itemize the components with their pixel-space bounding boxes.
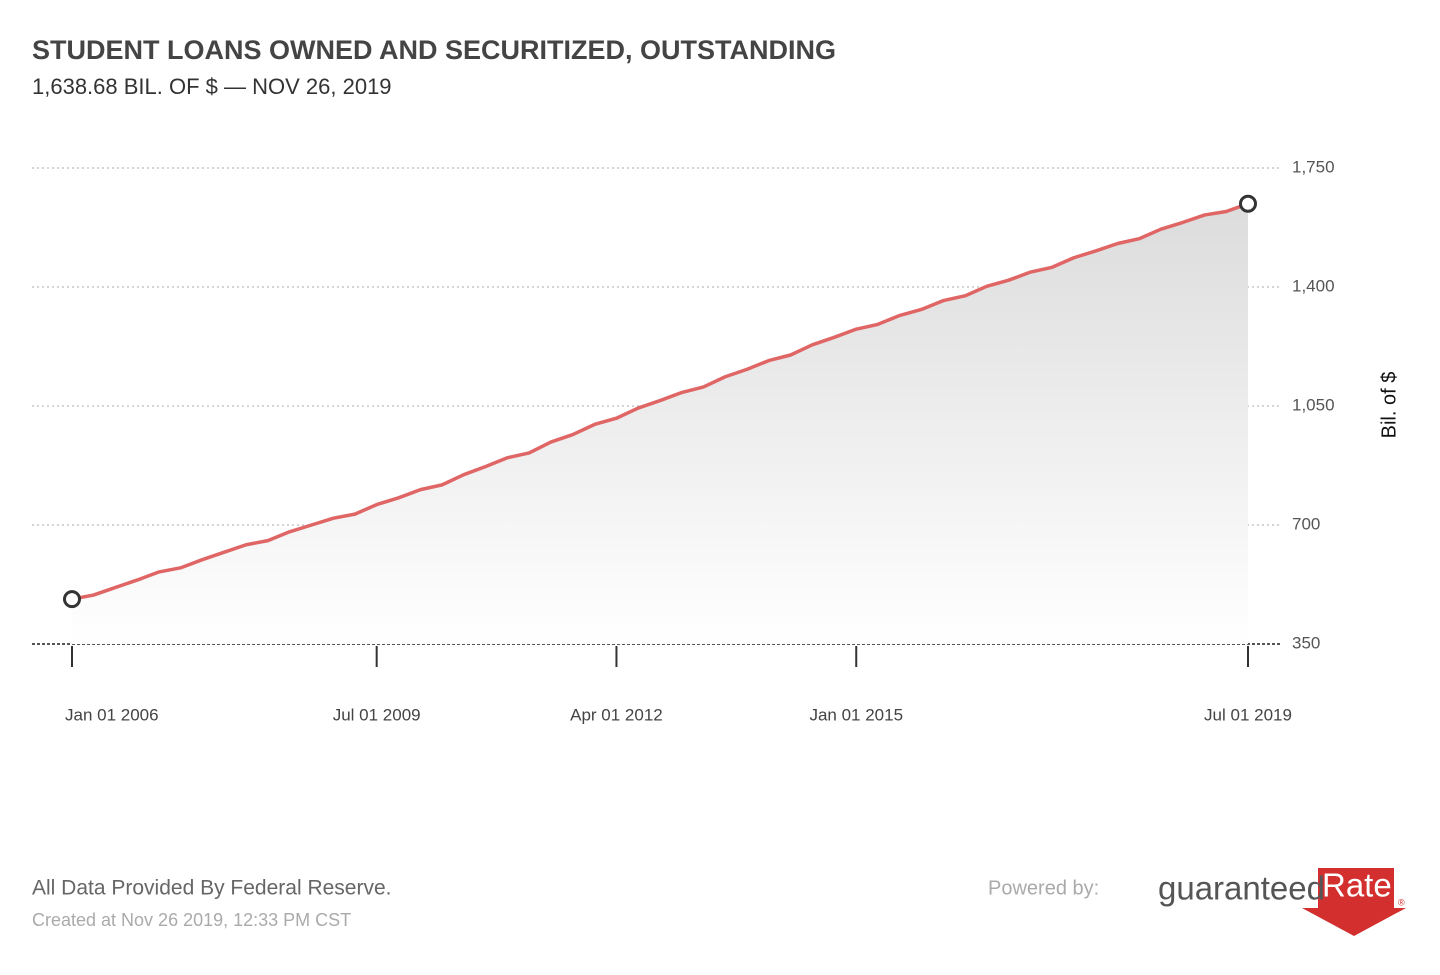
source-note: All Data Provided By Federal Reserve. (32, 877, 392, 900)
line (71, 202, 1249, 601)
logo-mark: ® (1398, 897, 1405, 907)
y-tick-label: 350 (1292, 633, 1320, 652)
logo-text: guaranteed (1158, 870, 1325, 907)
logo-box (1318, 868, 1394, 908)
logo-arrow (1302, 908, 1406, 936)
x-tick-label: Apr 01 2012 (570, 705, 663, 724)
created-note: Created at Nov 26 2019, 12:33 PM CST (32, 910, 351, 930)
x-tick-label: Jul 01 2009 (333, 705, 421, 724)
x-tick-label: Jan 01 2015 (809, 705, 903, 724)
chart-title: STUDENT LOANS OWNED AND SECURITIZED, OUT… (32, 35, 836, 65)
logo: guaranteed Rate ® (1158, 867, 1406, 936)
area (72, 203, 1248, 644)
y-tick-label: 1,400 (1292, 276, 1335, 295)
y-axis-title: Bil. of $ (1378, 372, 1400, 439)
endpoint-marker (63, 590, 81, 609)
y-tick-label: 700 (1292, 514, 1320, 533)
powered-by: Powered by: (988, 877, 1099, 899)
logo-text: Rate (1322, 867, 1392, 904)
endpoint-marker (1239, 194, 1257, 213)
y-tick-label: 1,050 (1292, 395, 1335, 414)
chart-subtitle: 1,638.68 BIL. OF $ — NOV 26, 2019 (32, 74, 392, 99)
y-tick-label: 1,750 (1292, 157, 1335, 176)
x-tick-label: Jan 01 2006 (65, 705, 159, 724)
x-tick-label: Jul 01 2019 (1204, 705, 1292, 724)
